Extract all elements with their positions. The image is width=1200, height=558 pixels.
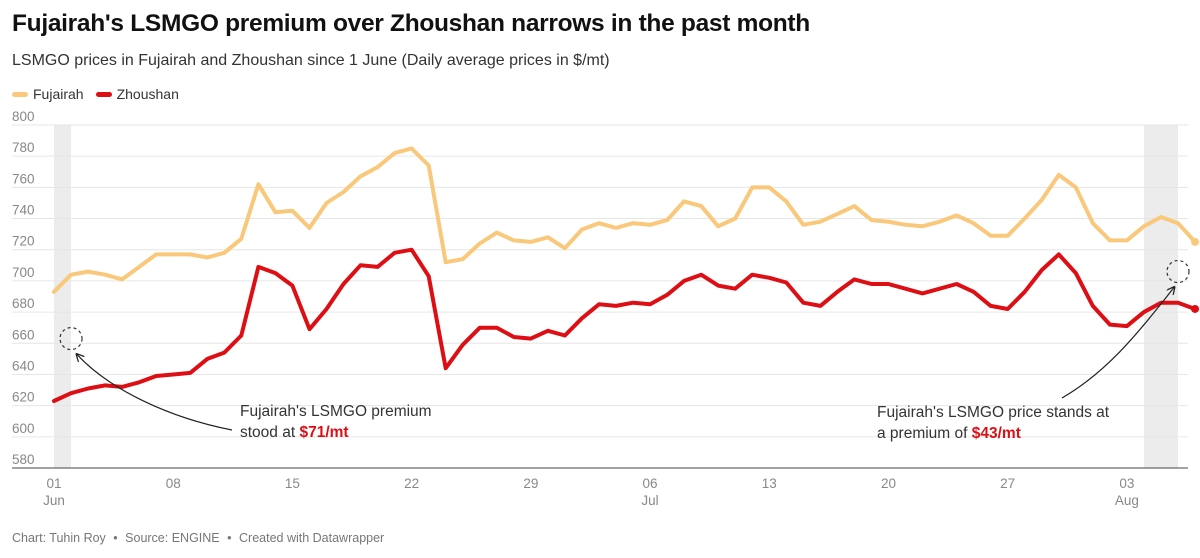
x-tick-label: 20 <box>881 476 896 491</box>
x-tick-label: 13 <box>762 476 777 491</box>
x-tick-label: 27 <box>1000 476 1015 491</box>
y-tick-label: 680 <box>12 296 35 311</box>
y-tick-label: 660 <box>12 327 35 342</box>
x-tick-label: 03 <box>1119 476 1134 491</box>
y-tick-label: 720 <box>12 234 35 249</box>
annotation-arrow <box>77 355 233 431</box>
series-end-point-fujairah <box>1191 237 1200 246</box>
chart-tool-credit: Created with Datawrapper <box>239 531 385 545</box>
chart-subtitle: LSMGO prices in Fujairah and Zhoushan si… <box>12 52 610 69</box>
y-tick-label: 640 <box>12 358 35 373</box>
x-tick-month-label: Aug <box>1115 493 1139 508</box>
series-end-point-zhoushan <box>1191 304 1200 313</box>
legend-item-zhoushan: Zhoushan <box>95 86 179 102</box>
annotation-text-line2: a premium of $43/mt <box>877 425 1021 442</box>
series-line-zhoushan <box>52 247 1197 403</box>
annotation-highlight-value: $43/mt <box>972 425 1021 442</box>
x-tick-label: 29 <box>523 476 538 491</box>
legend-item-fujairah: Fujairah <box>12 86 84 102</box>
y-tick-label: 740 <box>12 203 35 218</box>
footer-separator: • <box>113 531 118 545</box>
y-tick-label: 600 <box>12 421 35 436</box>
legend-label-fujairah: Fujairah <box>33 86 84 102</box>
y-tick-label: 580 <box>12 452 35 467</box>
legend-swatch-zhoushan <box>95 91 112 97</box>
annotation-highlight-value: $71/mt <box>299 424 348 441</box>
footer-separator: • <box>227 531 232 545</box>
annotation-text-line1: Fujairah's LSMGO premium <box>240 403 432 420</box>
x-tick-label: 15 <box>285 476 300 491</box>
x-tick-label: 22 <box>404 476 419 491</box>
annotation-text-prefix: stood at <box>240 424 299 441</box>
chart-footer: Chart: Tuhin Roy • Source: ENGINE • Crea… <box>12 531 384 545</box>
chart-source: Source: ENGINE <box>125 531 220 545</box>
x-tick-month-label: Jul <box>641 493 658 508</box>
x-tick-label: 06 <box>643 476 658 491</box>
y-tick-label: 700 <box>12 265 35 280</box>
annotation-circle <box>59 326 83 351</box>
highlight-band <box>54 125 72 468</box>
x-tick-label: 01 <box>46 476 61 491</box>
chart-credit: Chart: Tuhin Roy <box>12 531 106 545</box>
x-tick-label: 08 <box>166 476 181 491</box>
annotation-arrow <box>1061 288 1174 399</box>
annotation-circle <box>1166 259 1190 284</box>
y-tick-label: 780 <box>12 140 35 155</box>
series-line-fujairah <box>52 146 1197 294</box>
highlight-band <box>1143 125 1178 468</box>
y-tick-label: 620 <box>12 390 35 405</box>
y-tick-label: 760 <box>12 171 35 186</box>
legend-swatch-fujairah <box>12 91 28 97</box>
annotation-text-prefix: a premium of <box>877 425 972 442</box>
annotation-text-line1: Fujairah's LSMGO price stands at <box>877 404 1110 421</box>
annotation-text-line2: stood at $71/mt <box>240 424 349 441</box>
legend: Fujairah Zhoushan <box>12 86 191 102</box>
legend-label-zhoushan: Zhoushan <box>116 86 179 102</box>
y-tick-label: 800 <box>12 109 35 124</box>
chart-title: Fujairah's LSMGO premium over Zhoushan n… <box>12 10 810 37</box>
x-tick-month-label: Jun <box>43 493 65 508</box>
